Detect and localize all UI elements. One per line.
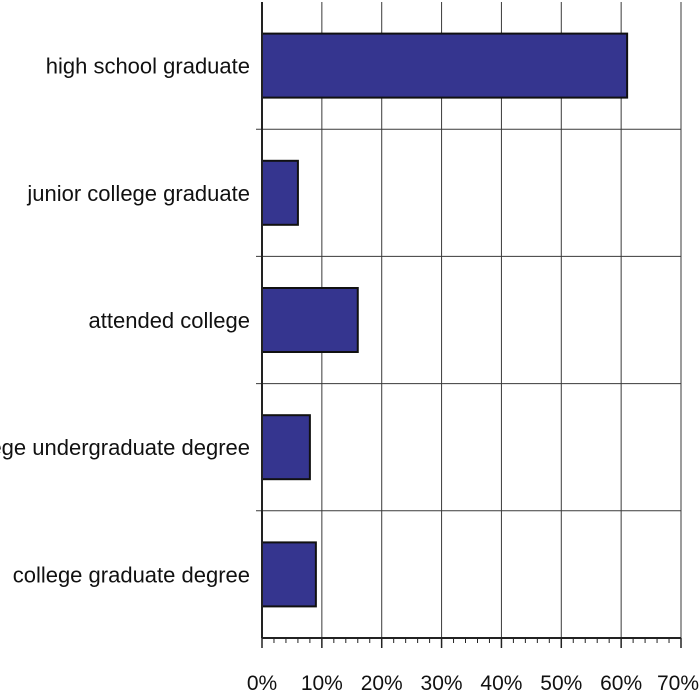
bar — [261, 159, 299, 226]
x-tick-label: 20% — [361, 672, 403, 695]
axes — [261, 2, 682, 648]
x-tick-label: 0% — [247, 672, 277, 695]
x-tick-label: 70% — [657, 672, 699, 695]
bar — [261, 32, 629, 99]
bars — [261, 32, 629, 608]
x-tick-label: 60% — [600, 672, 642, 695]
category-label: junior college graduate — [26, 181, 250, 206]
x-tick-label: 30% — [421, 672, 463, 695]
category-label: high school graduate — [46, 54, 250, 79]
grid-lines — [256, 2, 682, 638]
x-tick-label: 40% — [480, 672, 522, 695]
bar — [261, 287, 359, 353]
category-label: college graduate degree — [13, 562, 250, 587]
x-tick-label: 10% — [301, 672, 343, 695]
bar — [261, 541, 317, 608]
x-tick-label: 50% — [540, 672, 582, 695]
category-label: attended college — [89, 308, 250, 333]
tick-labels: 0% 10% 20% 30% 40% 50% 60% 70% — [247, 672, 699, 695]
bar — [261, 414, 311, 481]
category-label: college undergraduate degree — [0, 435, 250, 460]
category-labels: high school graduate junior college gradu… — [0, 54, 250, 588]
